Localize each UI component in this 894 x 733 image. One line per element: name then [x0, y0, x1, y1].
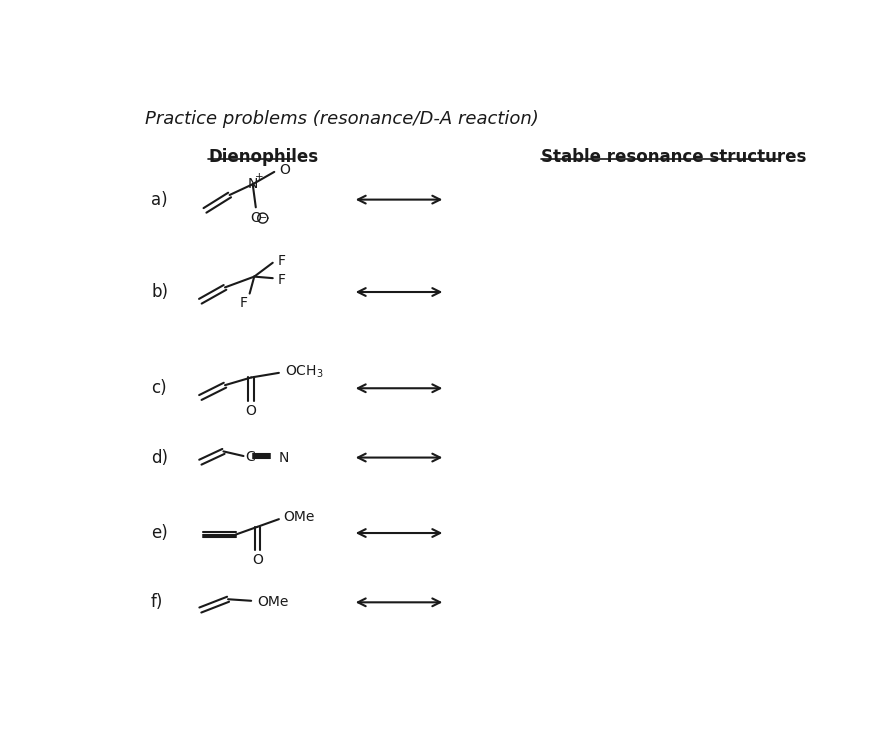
- Text: OMe: OMe: [283, 510, 315, 524]
- Text: c): c): [151, 379, 166, 397]
- Text: f): f): [151, 593, 164, 611]
- Text: N: N: [248, 177, 257, 191]
- Text: F: F: [239, 296, 247, 310]
- Text: d): d): [151, 449, 168, 467]
- Text: F: F: [278, 254, 286, 268]
- Text: Stable resonance structures: Stable resonance structures: [541, 148, 805, 166]
- Text: a): a): [151, 191, 167, 209]
- Text: F: F: [278, 273, 286, 287]
- Text: N: N: [279, 452, 289, 465]
- Text: C: C: [245, 450, 255, 464]
- Text: OMe: OMe: [257, 594, 289, 608]
- Text: b): b): [151, 283, 168, 301]
- Text: e): e): [151, 524, 168, 542]
- Text: OCH$_3$: OCH$_3$: [284, 363, 324, 380]
- Text: Dienophiles: Dienophiles: [207, 148, 318, 166]
- Text: O: O: [246, 404, 257, 418]
- Text: +: +: [255, 172, 264, 183]
- Text: O: O: [279, 163, 291, 177]
- Text: −: −: [258, 213, 266, 223]
- Text: Practice problems (resonance/D-A reaction): Practice problems (resonance/D-A reactio…: [145, 109, 538, 128]
- Text: O: O: [251, 553, 263, 567]
- Text: O: O: [250, 211, 261, 225]
